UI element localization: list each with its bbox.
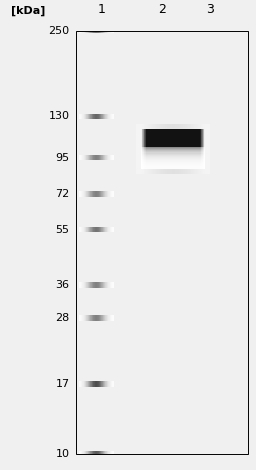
Text: 250: 250 bbox=[48, 25, 69, 36]
Text: 17: 17 bbox=[55, 379, 69, 389]
Text: 55: 55 bbox=[56, 225, 69, 235]
Text: 10: 10 bbox=[56, 448, 69, 459]
Text: 36: 36 bbox=[56, 280, 69, 290]
Text: 72: 72 bbox=[55, 189, 69, 199]
Text: 3: 3 bbox=[206, 3, 214, 16]
Text: 1: 1 bbox=[98, 3, 105, 16]
Text: 130: 130 bbox=[48, 111, 69, 121]
Text: 28: 28 bbox=[55, 313, 69, 323]
Text: 95: 95 bbox=[55, 153, 69, 163]
Text: 2: 2 bbox=[158, 3, 166, 16]
Text: [kDa]: [kDa] bbox=[11, 6, 46, 16]
